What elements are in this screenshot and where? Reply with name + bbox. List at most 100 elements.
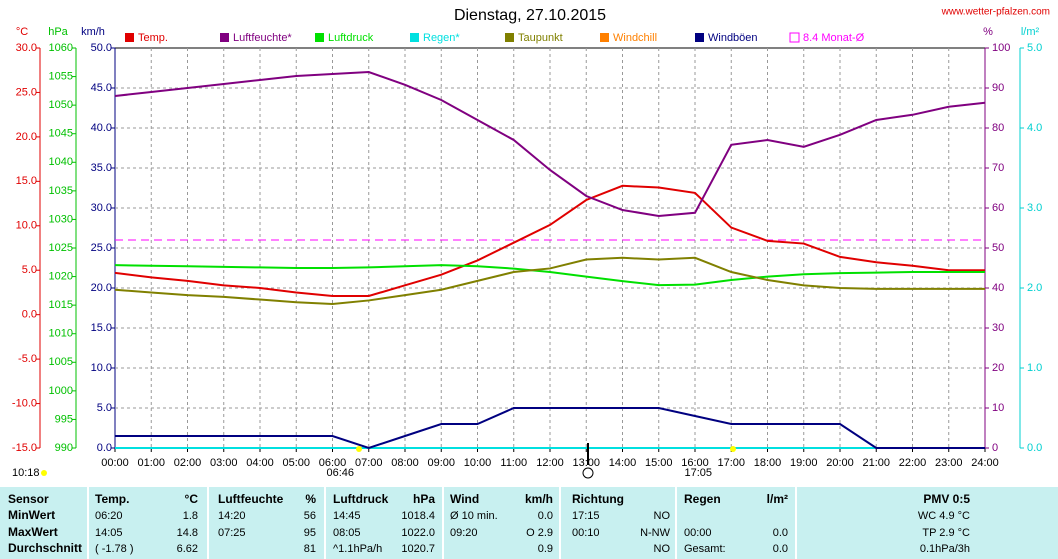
series-line <box>115 407 985 450</box>
y-tick-label: 1000 <box>49 385 73 397</box>
y-tick-label: 30 <box>992 322 1004 334</box>
x-tick-label: 00:00 <box>101 457 129 469</box>
y-tick-label: -5.0 <box>18 353 37 365</box>
x-tick-label: 18:00 <box>754 457 782 469</box>
axis-title: l/m² <box>1021 26 1040 38</box>
table-cell: 09:20 <box>450 527 478 539</box>
x-tick-label: 20:00 <box>826 457 854 469</box>
table-cell: 14:20 <box>218 510 246 522</box>
table-cell: TP 2.9 °C <box>922 527 970 539</box>
table-cell: Ø 10 min. <box>450 510 498 522</box>
axis-title: % <box>983 26 993 38</box>
y-tick-label: 10.0 <box>91 362 112 374</box>
x-tick-label: 06:00 <box>319 457 347 469</box>
y-tick-label: 35.0 <box>91 162 112 174</box>
annotation: 10:18 <box>12 467 40 479</box>
table-cell: WC 4.9 °C <box>918 510 970 522</box>
y-tick-label: 40 <box>992 282 1004 294</box>
legend-label: 8.4 Monat-Ø <box>803 32 865 44</box>
table-cell: MaxWert <box>8 525 58 539</box>
y-tick-label: 20.0 <box>91 282 112 294</box>
table-cell: Gesamt: <box>684 543 726 555</box>
table-separators <box>87 487 797 559</box>
table-cell: 0.0 <box>538 510 553 522</box>
table-cell: 1.8 <box>183 510 198 522</box>
x-tick-label: 08:00 <box>391 457 419 469</box>
table-header: Regen <box>684 492 721 506</box>
legend-label: Taupunkt <box>518 32 563 44</box>
table-cell: 00:10 <box>572 527 600 539</box>
legend-swatch <box>600 33 609 42</box>
table-header: Sensor <box>8 492 49 506</box>
table-header: % <box>305 492 316 506</box>
x-tick-label: 02:00 <box>174 457 202 469</box>
y-tick-label: 990 <box>55 442 73 454</box>
legend-swatch <box>220 33 229 42</box>
x-tick-label: 10:00 <box>464 457 492 469</box>
table-cell: 0.0 <box>773 543 788 555</box>
legend-label: Luftdruck <box>328 32 374 44</box>
x-tick-label: 15:00 <box>645 457 673 469</box>
now-marker <box>582 467 594 479</box>
table-header: °C <box>185 492 199 506</box>
y-tick-label: 1040 <box>49 156 73 168</box>
y-tick-label: 1045 <box>49 128 73 140</box>
y-tick-label: 1060 <box>49 42 73 54</box>
legend-label: Luftfeuchte* <box>233 32 292 44</box>
y-tick-label: 3.0 <box>1027 202 1042 214</box>
y-tick-label: 1.0 <box>1027 362 1042 374</box>
legend-label: Temp. <box>138 32 168 44</box>
y-tick-label: 1020 <box>49 270 73 282</box>
table-cell: 17:15 <box>572 510 600 522</box>
sun-marker <box>730 446 736 452</box>
table-cell: 0.0 <box>773 527 788 539</box>
axis-title: km/h <box>81 26 105 38</box>
table-cell: ( -1.78 ) <box>95 543 134 555</box>
table-header: l/m² <box>767 492 788 506</box>
legend-swatch <box>410 33 419 42</box>
series-line <box>114 70 986 218</box>
y-tick-label: 1035 <box>49 185 73 197</box>
x-tick-label: 12:00 <box>536 457 564 469</box>
x-tick-label: 19:00 <box>790 457 818 469</box>
table-cell: O 2.9 <box>526 527 553 539</box>
y-tick-label: 80 <box>992 122 1004 134</box>
legend-swatch <box>695 33 704 42</box>
x-tick-label: 22:00 <box>899 457 927 469</box>
table-cell: 07:25 <box>218 527 246 539</box>
table-cell: N-NW <box>640 527 671 539</box>
legend-swatch <box>315 33 324 42</box>
table-header: Luftdruck <box>333 492 389 506</box>
y-tick-label: 30.0 <box>91 202 112 214</box>
y-tick-label: 70 <box>992 162 1004 174</box>
x-tick-label: 23:00 <box>935 457 963 469</box>
table-cell: 00:00 <box>684 527 712 539</box>
y-tick-label: 5.0 <box>22 264 37 276</box>
y-tick-label: 25.0 <box>16 86 37 98</box>
table-cell: 56 <box>304 510 316 522</box>
axis-title: hPa <box>48 26 68 38</box>
table-cell: 1022.0 <box>401 527 435 539</box>
table-cell: 08:05 <box>333 527 361 539</box>
y-tick-label: 5.0 <box>1027 42 1042 54</box>
x-tick-label: 14:00 <box>609 457 637 469</box>
table-cell: 0.1hPa/3h <box>920 543 970 555</box>
y-tick-label: 1010 <box>49 328 73 340</box>
table-header: Luftfeuchte <box>218 492 284 506</box>
table-cell: NO <box>654 510 671 522</box>
table-cell: 1018.4 <box>401 510 435 522</box>
y-tick-label: 45.0 <box>91 82 112 94</box>
table-cell: 0.9 <box>538 543 553 555</box>
y-tick-label: 0 <box>992 442 998 454</box>
table-cell: 95 <box>304 527 316 539</box>
y-tick-label: 25.0 <box>91 242 112 254</box>
legend-swatch <box>125 33 134 42</box>
y-tick-label: 20 <box>992 362 1004 374</box>
y-tick-label: 50.0 <box>91 42 112 54</box>
x-tick-label: 24:00 <box>971 457 999 469</box>
table-header: km/h <box>525 492 553 506</box>
y-tick-label: -15.0 <box>12 442 37 454</box>
y-tick-label: 20.0 <box>16 131 37 143</box>
y-tick-label: 1050 <box>49 99 73 111</box>
